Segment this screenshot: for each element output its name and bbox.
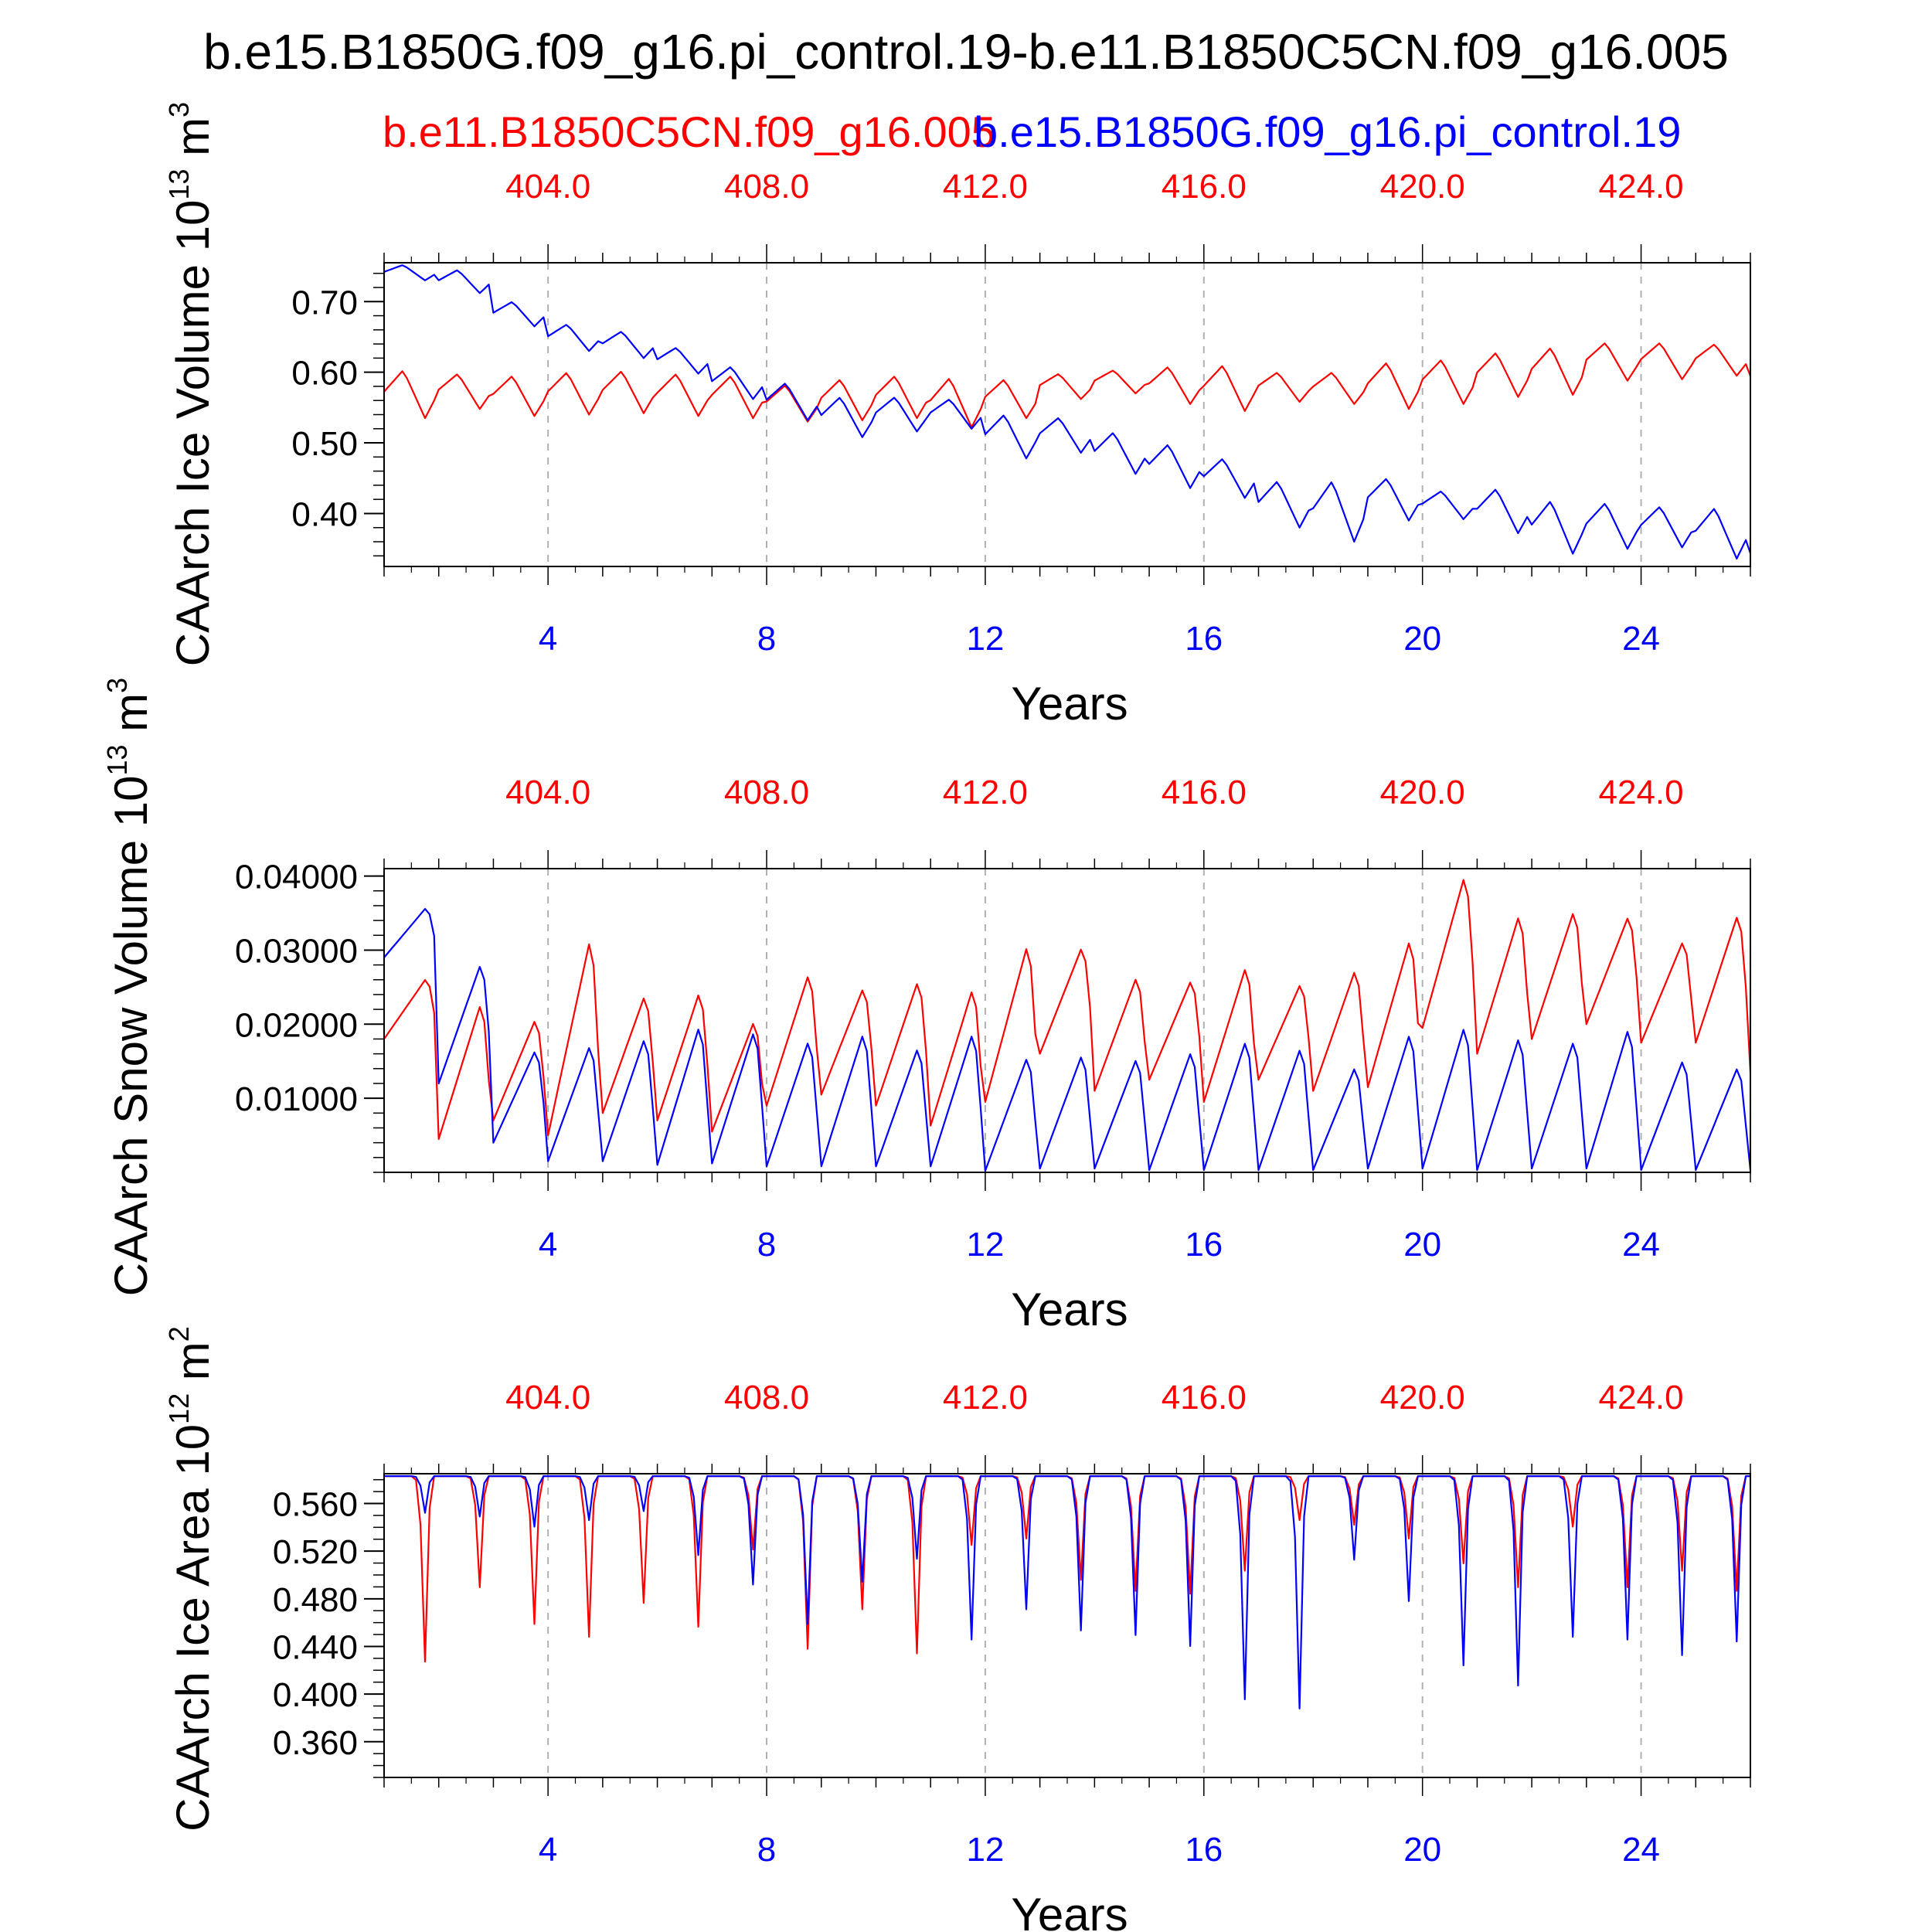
x-tick-label-bottom: 24 bbox=[1622, 1226, 1660, 1264]
chart-snow-volume: 0.01000 0.02000 0.03000 0.04000 4 404.0 8 408.0… bbox=[101, 678, 1752, 1335]
figure-title: b.e15.B1850G.f09_g16.pi_control.19-b.e11… bbox=[203, 24, 1729, 80]
snow-volume-series-blue bbox=[383, 907, 1752, 1172]
chart-ice-area: 0.360 0.400 0.440 0.480 0.520 0.560 4 404.0 8 408… bbox=[163, 1326, 1751, 1932]
x-tick-label-bottom: 12 bbox=[966, 620, 1004, 658]
y-tick-label: 0.520 bbox=[273, 1533, 358, 1571]
x-axis-label: Years bbox=[1011, 1889, 1128, 1932]
y-tick-label: 0.02000 bbox=[235, 1006, 358, 1044]
y-tick-label: 0.360 bbox=[273, 1724, 358, 1762]
x-tick-label-top: 416.0 bbox=[1162, 774, 1247, 811]
y-axis-label: CAArch Ice Area 1012 m2 bbox=[163, 1326, 219, 1832]
x-tick-label-top: 404.0 bbox=[505, 168, 590, 206]
ice-area-series-blue bbox=[384, 1475, 1750, 1709]
x-tick-label-bottom: 4 bbox=[539, 620, 557, 658]
y-tick-label: 0.04000 bbox=[235, 859, 358, 896]
x-tick-label-bottom: 4 bbox=[539, 1226, 557, 1264]
x-axis-label: Years bbox=[1011, 678, 1128, 730]
x-tick-label-top: 408.0 bbox=[724, 1379, 809, 1417]
y-tick-label: 0.440 bbox=[273, 1628, 358, 1666]
y-tick-label: 0.480 bbox=[273, 1581, 358, 1619]
x-tick-label-top: 424.0 bbox=[1599, 774, 1684, 811]
x-tick-label-bottom: 20 bbox=[1403, 1831, 1441, 1869]
x-tick-label-top: 412.0 bbox=[943, 774, 1028, 811]
x-tick-label-top: 416.0 bbox=[1162, 1379, 1247, 1417]
legend-blue-series: b.e15.B1850G.f09_g16.pi_control.19 bbox=[974, 107, 1682, 156]
y-tick-label: 0.03000 bbox=[235, 932, 358, 970]
x-tick-label-top: 404.0 bbox=[505, 1379, 590, 1417]
ice-area-series-red bbox=[384, 1475, 1750, 1663]
x-tick-label-bottom: 24 bbox=[1622, 1831, 1660, 1869]
x-tick-label-top: 404.0 bbox=[505, 774, 590, 811]
x-tick-label-top: 420.0 bbox=[1380, 168, 1465, 206]
x-tick-label-top: 420.0 bbox=[1380, 1379, 1465, 1417]
x-tick-label-top: 424.0 bbox=[1599, 1379, 1684, 1417]
ice-volume-series-blue bbox=[383, 264, 1752, 560]
x-tick-label-bottom: 12 bbox=[966, 1226, 1004, 1264]
legend-red-series: b.e11.B1850C5CN.f09_g16.005 bbox=[383, 107, 995, 156]
y-tick-label: 0.400 bbox=[273, 1676, 358, 1714]
snow-volume-series-red bbox=[383, 879, 1752, 1141]
x-tick-label-top: 408.0 bbox=[724, 168, 809, 206]
x-tick-label-top: 412.0 bbox=[943, 168, 1028, 206]
y-tick-label: 0.60 bbox=[291, 355, 358, 393]
y-tick-label: 0.70 bbox=[291, 284, 358, 321]
x-tick-label-bottom: 20 bbox=[1403, 1226, 1441, 1264]
y-tick-label: 0.560 bbox=[273, 1486, 358, 1524]
x-tick-label-top: 420.0 bbox=[1380, 774, 1465, 811]
y-axis-label: CAArch Ice Volume 1013 m3 bbox=[163, 102, 219, 666]
x-tick-label-bottom: 8 bbox=[757, 1226, 776, 1264]
y-tick-label: 0.01000 bbox=[235, 1080, 358, 1118]
x-tick-label-bottom: 16 bbox=[1185, 1831, 1223, 1869]
y-tick-label: 0.40 bbox=[291, 495, 358, 533]
x-tick-label-bottom: 12 bbox=[966, 1831, 1004, 1869]
x-tick-label-top: 416.0 bbox=[1162, 168, 1247, 206]
x-tick-label-top: 408.0 bbox=[724, 774, 809, 811]
ice-volume-series-red bbox=[383, 342, 1752, 429]
x-tick-label-top: 412.0 bbox=[943, 1379, 1028, 1417]
x-tick-label-bottom: 16 bbox=[1185, 620, 1223, 658]
x-tick-label-top: 424.0 bbox=[1599, 168, 1684, 206]
y-axis-label: CAArch Snow Volume 1013 m3 bbox=[101, 678, 157, 1296]
x-tick-label-bottom: 20 bbox=[1403, 620, 1441, 658]
chart-ice-volume: 0.40 0.50 0.60 0.70 4 404.0 8 408.0 12 412.0 16 416… bbox=[163, 102, 1752, 730]
x-tick-label-bottom: 16 bbox=[1185, 1226, 1223, 1264]
x-tick-label-bottom: 8 bbox=[757, 620, 776, 658]
x-tick-label-bottom: 4 bbox=[539, 1831, 557, 1869]
x-tick-label-bottom: 24 bbox=[1622, 620, 1660, 658]
x-axis-label: Years bbox=[1011, 1284, 1128, 1335]
x-tick-label-bottom: 8 bbox=[757, 1831, 776, 1869]
y-tick-label: 0.50 bbox=[291, 425, 358, 463]
